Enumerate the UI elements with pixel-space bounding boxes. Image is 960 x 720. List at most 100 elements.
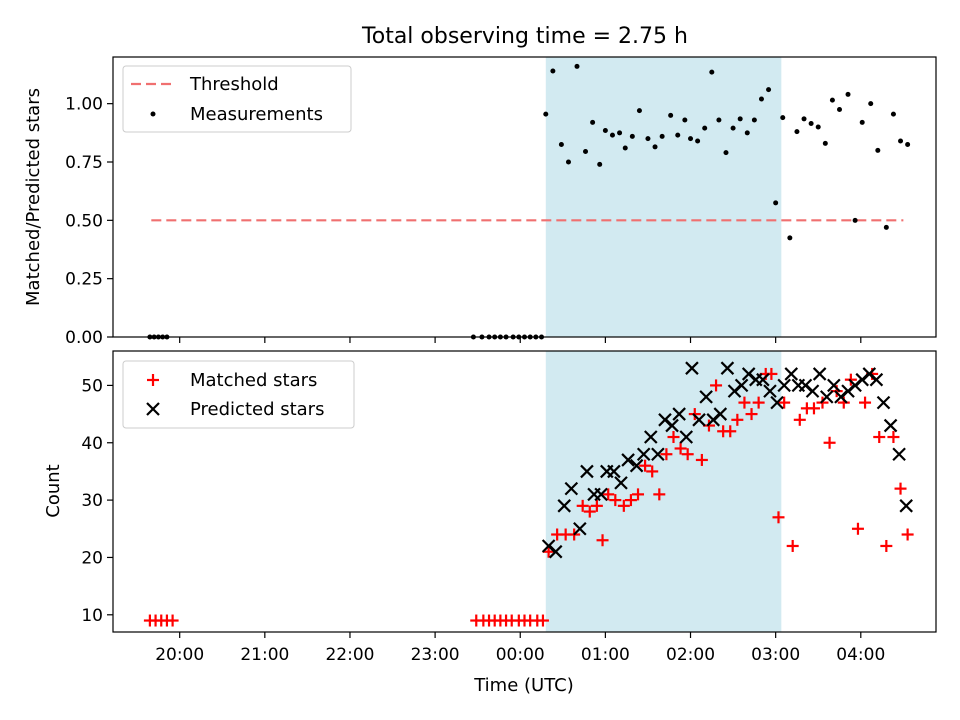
matched-star-point bbox=[602, 488, 615, 501]
legend-measurements-label: Measurements bbox=[190, 104, 323, 125]
chart-title: Total observing time = 2.75 h bbox=[361, 24, 688, 49]
predicted-star-point bbox=[819, 390, 834, 404]
predicted-star-point bbox=[805, 384, 820, 398]
matched-star-point bbox=[873, 431, 886, 444]
matched-star-point bbox=[583, 505, 596, 518]
legend-threshold-label: Threshold bbox=[189, 74, 279, 95]
measurement-point bbox=[602, 128, 608, 133]
measurement-point bbox=[574, 63, 580, 69]
x-tick-label: 22:00 bbox=[325, 645, 374, 665]
predicted-star-point bbox=[594, 487, 608, 502]
matched-star-point bbox=[674, 442, 687, 455]
y-tick-label: 30 bbox=[81, 491, 103, 511]
matched-star-point bbox=[667, 431, 680, 444]
measurement-point bbox=[744, 130, 750, 136]
predicted-star-point bbox=[548, 544, 563, 559]
legend-matched-swatch bbox=[147, 374, 159, 386]
matched-star-point bbox=[738, 396, 751, 409]
matched-star-point bbox=[786, 539, 799, 552]
y-tick-label: 20 bbox=[81, 548, 103, 568]
measurement-point bbox=[737, 116, 743, 122]
legend-predicted-label: Predicted stars bbox=[190, 399, 324, 420]
matched-star-point bbox=[632, 488, 645, 501]
predicted-star-point bbox=[899, 499, 913, 513]
matched-star-point bbox=[778, 396, 791, 409]
measurement-point bbox=[597, 161, 603, 167]
predicted-star-point bbox=[679, 430, 694, 444]
top-y-axis: 0.00 0.25 0.50 0.75 1.00 bbox=[65, 95, 113, 348]
y-tick-label: 40 bbox=[81, 434, 103, 454]
measurement-point bbox=[652, 144, 658, 150]
top-legend-box bbox=[122, 65, 352, 133]
measurement-point bbox=[829, 97, 835, 103]
measurement-point bbox=[730, 125, 736, 131]
predicted-star-point bbox=[756, 372, 770, 387]
matched-star-point bbox=[617, 499, 630, 512]
predicted-star-point bbox=[720, 361, 735, 375]
matched-star-point bbox=[536, 614, 549, 627]
matched-star-point bbox=[807, 402, 820, 415]
x-tick-label: 01:00 bbox=[581, 645, 630, 665]
legend-measurements-swatch bbox=[150, 111, 156, 117]
matched-star-point bbox=[660, 448, 673, 461]
measurement-point bbox=[758, 96, 764, 102]
measurement-point bbox=[822, 140, 828, 146]
predicted-star-point bbox=[573, 521, 587, 536]
predicted-star-point bbox=[665, 418, 679, 433]
measurement-point bbox=[543, 111, 549, 117]
y-tick-label: 0.25 bbox=[65, 270, 103, 290]
top-x-ticks bbox=[179, 337, 862, 343]
predicted-star-point bbox=[621, 453, 635, 467]
top-plot-frame bbox=[112, 56, 937, 338]
matched-star-point bbox=[731, 413, 744, 426]
measurement-point bbox=[583, 149, 589, 154]
measurement-point bbox=[905, 142, 911, 147]
measurement-point bbox=[682, 117, 688, 123]
x-tick-label: 04:00 bbox=[836, 645, 885, 665]
bottom-legend: Matched stars Predicted stars bbox=[122, 360, 355, 429]
matched-star-point bbox=[596, 534, 609, 547]
bottom-series bbox=[143, 361, 914, 627]
matched-star-point bbox=[901, 528, 914, 541]
measurement-point bbox=[702, 125, 708, 131]
predicted-star-point bbox=[685, 361, 699, 375]
matched-star-point bbox=[609, 494, 622, 507]
matched-star-point bbox=[724, 425, 737, 438]
predicted-star-point bbox=[812, 367, 827, 381]
matched-star-point bbox=[590, 499, 603, 512]
matched-star-point bbox=[653, 488, 666, 501]
predicted-star-point bbox=[827, 378, 841, 393]
top-legend: Threshold Measurements bbox=[122, 65, 352, 133]
predicted-star-point bbox=[607, 464, 621, 479]
bottom-x-axis: 20:00 21:00 22:00 23:00 00:00 01:00 02:00 03:00… bbox=[155, 632, 885, 665]
measurement-point bbox=[609, 132, 615, 138]
x-tick-label: 23:00 bbox=[411, 645, 460, 665]
top-panel: 0.00 0.25 0.50 0.75 1.00 Matched/Predicted s… bbox=[23, 56, 937, 348]
x-tick-label: 21:00 bbox=[240, 645, 289, 665]
matched-star-point bbox=[710, 379, 723, 392]
measurement-point bbox=[837, 107, 843, 112]
measurement-point bbox=[723, 150, 729, 156]
predicted-star-point bbox=[713, 407, 728, 421]
bottom-y-axis: 10 20 30 40 50 bbox=[81, 376, 113, 626]
measurement-point bbox=[875, 147, 881, 153]
measurement-point bbox=[766, 87, 772, 93]
bottom-y-axis-label: Count bbox=[43, 464, 64, 517]
predicted-star-point bbox=[636, 447, 651, 462]
measurement-point bbox=[695, 138, 701, 144]
measurement-point bbox=[550, 68, 556, 74]
predicted-star-point bbox=[651, 447, 665, 462]
x-tick-label: 20:00 bbox=[155, 645, 204, 665]
measurement-point bbox=[629, 133, 635, 139]
measurement-point bbox=[801, 116, 807, 122]
measurement-point bbox=[859, 119, 865, 125]
matched-star-point bbox=[894, 482, 907, 495]
top-y-axis-label: Matched/Predicted stars bbox=[23, 88, 44, 306]
matched-star-point bbox=[752, 396, 765, 409]
predicted-star-point bbox=[734, 378, 749, 393]
y-tick-label: 0.75 bbox=[65, 153, 103, 173]
measurement-point bbox=[773, 200, 779, 206]
measurement-point bbox=[787, 235, 793, 241]
matched-star-point bbox=[166, 614, 179, 627]
